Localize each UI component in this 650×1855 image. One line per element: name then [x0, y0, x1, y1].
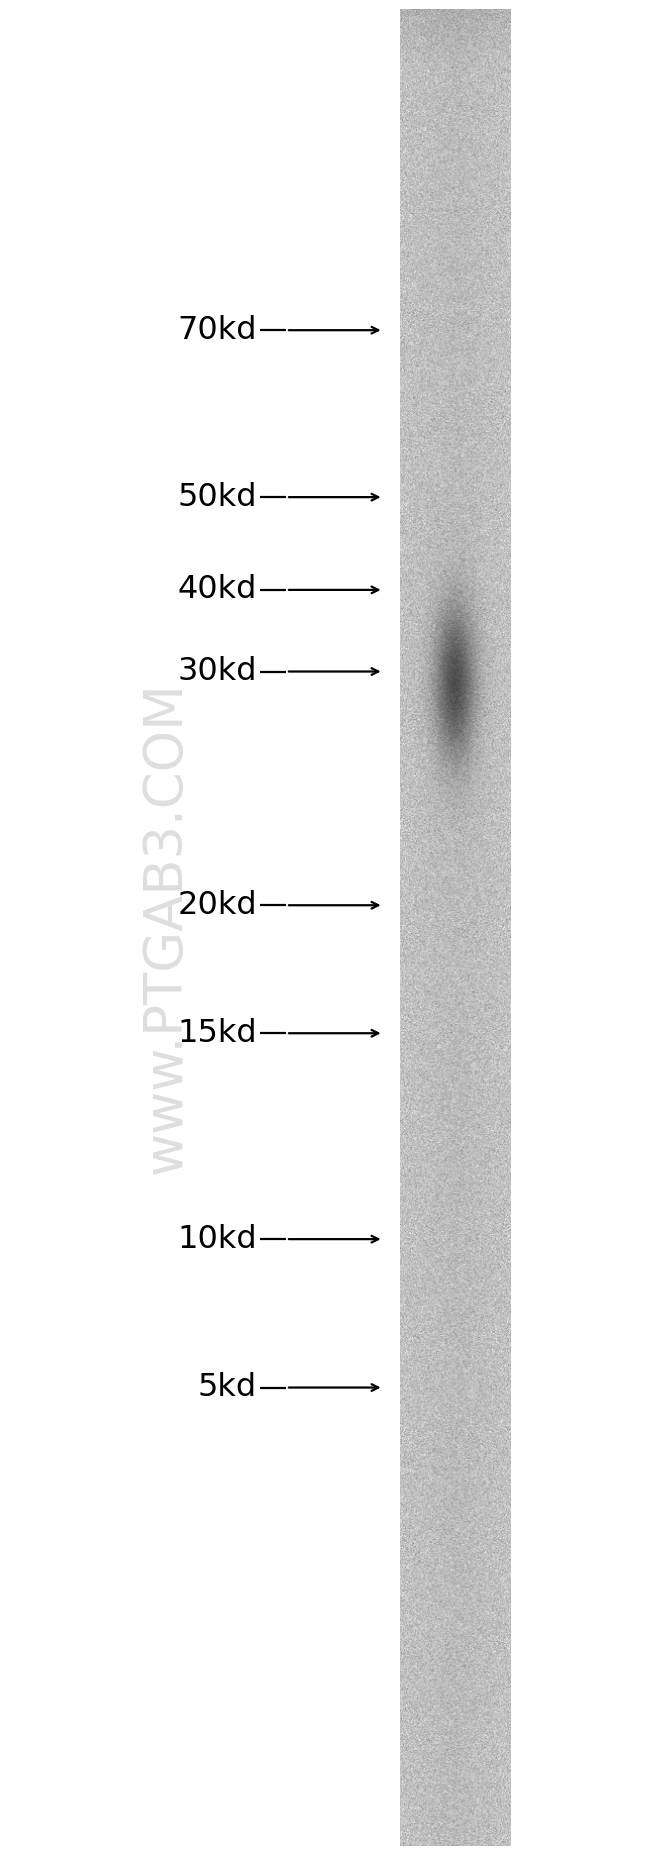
Text: 10kd: 10kd [177, 1224, 257, 1254]
Text: 20kd: 20kd [177, 890, 257, 920]
Text: 70kd: 70kd [177, 315, 257, 345]
Text: 5kd: 5kd [198, 1373, 257, 1402]
Text: 40kd: 40kd [177, 575, 257, 605]
Text: 15kd: 15kd [177, 1018, 257, 1048]
Text: 50kd: 50kd [177, 482, 257, 512]
Text: www.PTGAB3.COM: www.PTGAB3.COM [140, 681, 192, 1174]
Text: 30kd: 30kd [177, 657, 257, 686]
